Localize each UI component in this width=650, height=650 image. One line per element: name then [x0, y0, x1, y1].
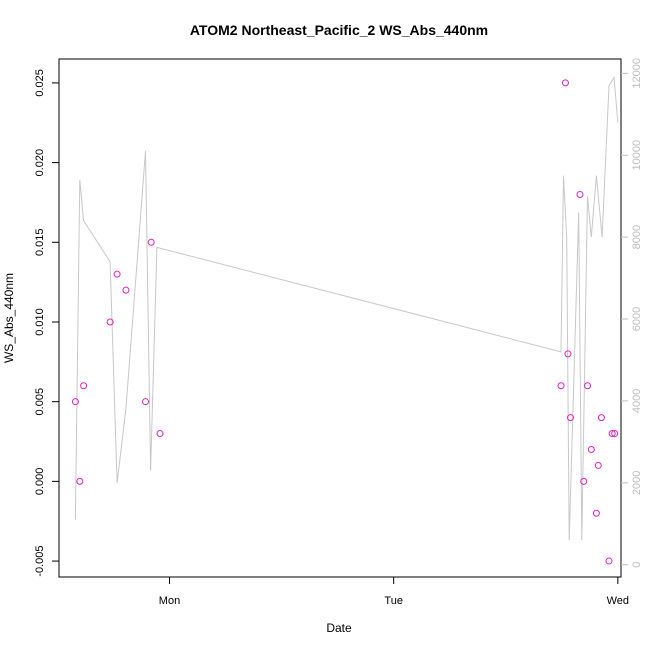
- right-tick-label: 12000: [631, 58, 643, 89]
- series-line: [74, 75, 619, 541]
- right-tick-label: 2000: [631, 471, 643, 495]
- data-point: [71, 398, 79, 406]
- left-tick-label: 0.020: [34, 149, 46, 177]
- left-y-axis: -0.005 0.000 0.005 0.010 0.015 0.020 0.025: [34, 69, 59, 577]
- data-point: [113, 270, 121, 278]
- data-point: [576, 190, 584, 198]
- data-point: [156, 430, 164, 438]
- data-point: [557, 382, 565, 390]
- data-point: [587, 445, 595, 453]
- x-axis-label: Date: [326, 621, 352, 635]
- right-tick-label: 4000: [631, 389, 643, 413]
- left-tick-label: -0.005: [34, 545, 46, 576]
- data-point: [584, 382, 592, 390]
- data-point: [80, 382, 88, 390]
- data-point: [142, 398, 150, 406]
- plot-area-frame: [58, 58, 622, 578]
- right-tick-label: 8000: [631, 225, 643, 249]
- right-tick-label: 0: [631, 562, 643, 568]
- data-point: [605, 557, 613, 565]
- data-point: [580, 477, 588, 485]
- left-tick-label: 0.005: [34, 388, 46, 416]
- x-axis: Mon Tue Wed: [159, 577, 629, 607]
- left-tick-label: 0.015: [34, 229, 46, 257]
- data-point: [611, 430, 619, 438]
- line-series: [74, 75, 619, 541]
- data-point: [564, 350, 572, 358]
- data-point: [566, 414, 574, 422]
- x-tick-label: Wed: [607, 595, 629, 607]
- left-tick-label: 0.025: [34, 69, 46, 97]
- right-tick-label: 6000: [631, 307, 643, 331]
- chart-title: ATOM2 Northeast_Pacific_2 WS_Abs_440nm: [190, 22, 488, 38]
- right-y-axis: 0 2000 4000 6000 8000 10000 12000: [621, 58, 643, 568]
- left-tick-label: 0.010: [34, 308, 46, 336]
- data-point: [561, 79, 569, 87]
- data-point: [594, 461, 602, 469]
- data-point: [608, 430, 616, 438]
- x-tick-label: Mon: [159, 595, 180, 607]
- point-series: [71, 79, 619, 565]
- data-point: [597, 414, 605, 422]
- right-tick-label: 10000: [631, 140, 643, 171]
- x-tick-label: Tue: [384, 595, 403, 607]
- y-axis-label: WS_Abs_440nm: [2, 273, 16, 363]
- data-point: [592, 509, 600, 517]
- data-point: [106, 318, 114, 326]
- left-tick-label: 0.000: [34, 468, 46, 496]
- data-point: [76, 477, 84, 485]
- data-point: [147, 238, 155, 246]
- data-point: [122, 286, 130, 294]
